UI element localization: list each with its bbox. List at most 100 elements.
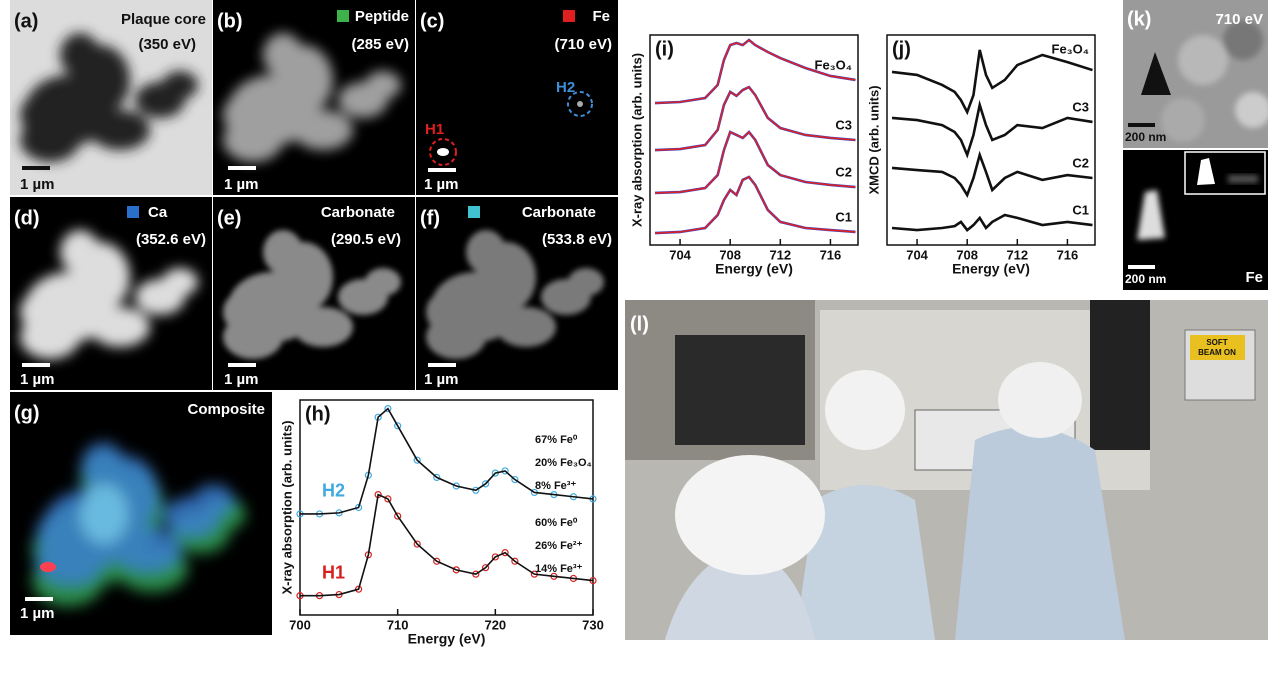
image-bg: [416, 0, 618, 195]
data-point: [491, 553, 499, 561]
series-label: C3: [835, 117, 852, 132]
person: [955, 427, 1125, 640]
data-point: [384, 405, 392, 413]
data-point: [511, 557, 519, 565]
series-label: C1: [835, 209, 852, 224]
x-axis-label: Energy (eV): [952, 261, 1030, 277]
annotation: 67% Fe⁰: [535, 434, 578, 446]
scale-text: 1 µm: [424, 176, 459, 193]
sign: [1190, 335, 1245, 360]
scale-text: 1 µm: [224, 176, 259, 193]
data-point: [501, 549, 509, 557]
panel-title: Fe: [592, 8, 610, 25]
marker-label: H2: [556, 79, 575, 96]
x-axis-label: Energy (eV): [715, 261, 793, 277]
plot-frame: [299, 399, 594, 616]
rack: [1090, 300, 1150, 450]
marker-label: H1: [425, 121, 444, 138]
spectrum-line: [891, 99, 1093, 159]
annotation: 60% Fe⁰: [535, 517, 578, 529]
particle: [1141, 52, 1171, 95]
panel-d: (d) Ca (352.6 eV) 1 µm: [10, 197, 212, 390]
spectrum-line: [654, 130, 856, 194]
plot-frame: [649, 34, 859, 246]
x-tick-label: 700: [289, 617, 311, 632]
hotspot: [577, 101, 583, 107]
particle: [1197, 158, 1215, 185]
series-label: Fe₃O₄: [815, 57, 853, 72]
scale-text: 1 µm: [424, 371, 459, 388]
sign-text: SOFT: [1206, 338, 1227, 347]
panel-label: (j): [892, 38, 911, 60]
panel-l: SOFT BEAM ON (l): [625, 300, 1268, 640]
sign-text: BEAM ON: [1198, 348, 1236, 357]
panel-title: Ca: [148, 204, 168, 221]
x-tick-label: 720: [484, 617, 506, 632]
scale-text: 200 nm: [1125, 130, 1166, 144]
spectrum-line: [654, 86, 856, 151]
data-point: [394, 422, 402, 430]
inset: [1184, 151, 1266, 195]
marker-circle: [567, 91, 593, 117]
x-tick-label: 704: [669, 247, 691, 262]
scale-text: 200 nm: [1125, 272, 1166, 286]
scale-text: 1 µm: [20, 371, 55, 388]
cap: [825, 370, 905, 450]
panel-energy: (533.8 eV): [542, 231, 612, 248]
panel-label: (g): [14, 402, 40, 424]
texture: [1228, 175, 1258, 183]
x-tick-label: 704: [906, 247, 928, 262]
spectrum-line: [891, 213, 1093, 232]
iron-spot: [40, 562, 56, 572]
panel-label: (k): [1127, 8, 1151, 30]
panel-energy: (285 eV): [351, 36, 409, 53]
panel-label: (c): [420, 10, 444, 32]
panel-c: (c) Fe (710 eV) H1 H2 1 µm: [416, 0, 618, 195]
panel-label: (f): [420, 207, 440, 229]
panel-label: (h): [305, 403, 331, 425]
panel-label: (a): [14, 10, 38, 32]
panel-energy: (290.5 eV): [331, 231, 401, 248]
particle: [1137, 190, 1165, 240]
data-point: [481, 564, 490, 572]
series-label: C2: [1072, 155, 1089, 170]
legend-swatch: [127, 206, 139, 218]
scale-text: 1 µm: [224, 371, 259, 388]
spectrum-line: [654, 175, 856, 234]
fit-line: [300, 493, 594, 597]
element-label: Fe: [1245, 269, 1263, 286]
panel-label: (i): [655, 38, 674, 60]
panel-label: (d): [14, 207, 40, 229]
series-label: C2: [835, 164, 852, 179]
panel-f: (f) Carbonate (533.8 eV) 1 µm: [416, 197, 618, 390]
panel-title: Composite: [187, 401, 265, 418]
marker-circle: [429, 138, 457, 166]
annotation: 14% Fe³⁺: [535, 563, 583, 575]
data-point: [394, 512, 402, 520]
data-point: [481, 480, 490, 488]
person: [795, 485, 935, 640]
series-label: Fe₃O₄: [1052, 42, 1090, 57]
panel-energy: 710 eV: [1215, 11, 1263, 28]
panel-label: (e): [217, 207, 241, 229]
spectrum-line: [654, 39, 856, 104]
x-axis-label: Energy (eV): [408, 631, 486, 647]
data-point: [433, 557, 441, 565]
panel-title: Carbonate: [522, 204, 596, 221]
texture: [1161, 20, 1268, 142]
legend-swatch: [563, 10, 575, 22]
legend-swatch: [337, 10, 349, 22]
legend-swatch: [468, 206, 480, 218]
panel-a: (a) Plaque core (350 eV) 1 µm: [10, 0, 212, 195]
panel-title: Plaque core: [121, 11, 206, 28]
scale-text: 1 µm: [20, 176, 55, 193]
spectrum-line: [891, 150, 1093, 198]
panel-label: (b): [217, 10, 243, 32]
composite-image: [32, 442, 246, 607]
panel-k: (k) 710 eV 200 nm 200 nm Fe: [1123, 0, 1268, 290]
data-point: [413, 540, 421, 548]
y-axis-label: XMCD (arb. units): [866, 85, 881, 194]
series-label: H1: [322, 562, 345, 582]
